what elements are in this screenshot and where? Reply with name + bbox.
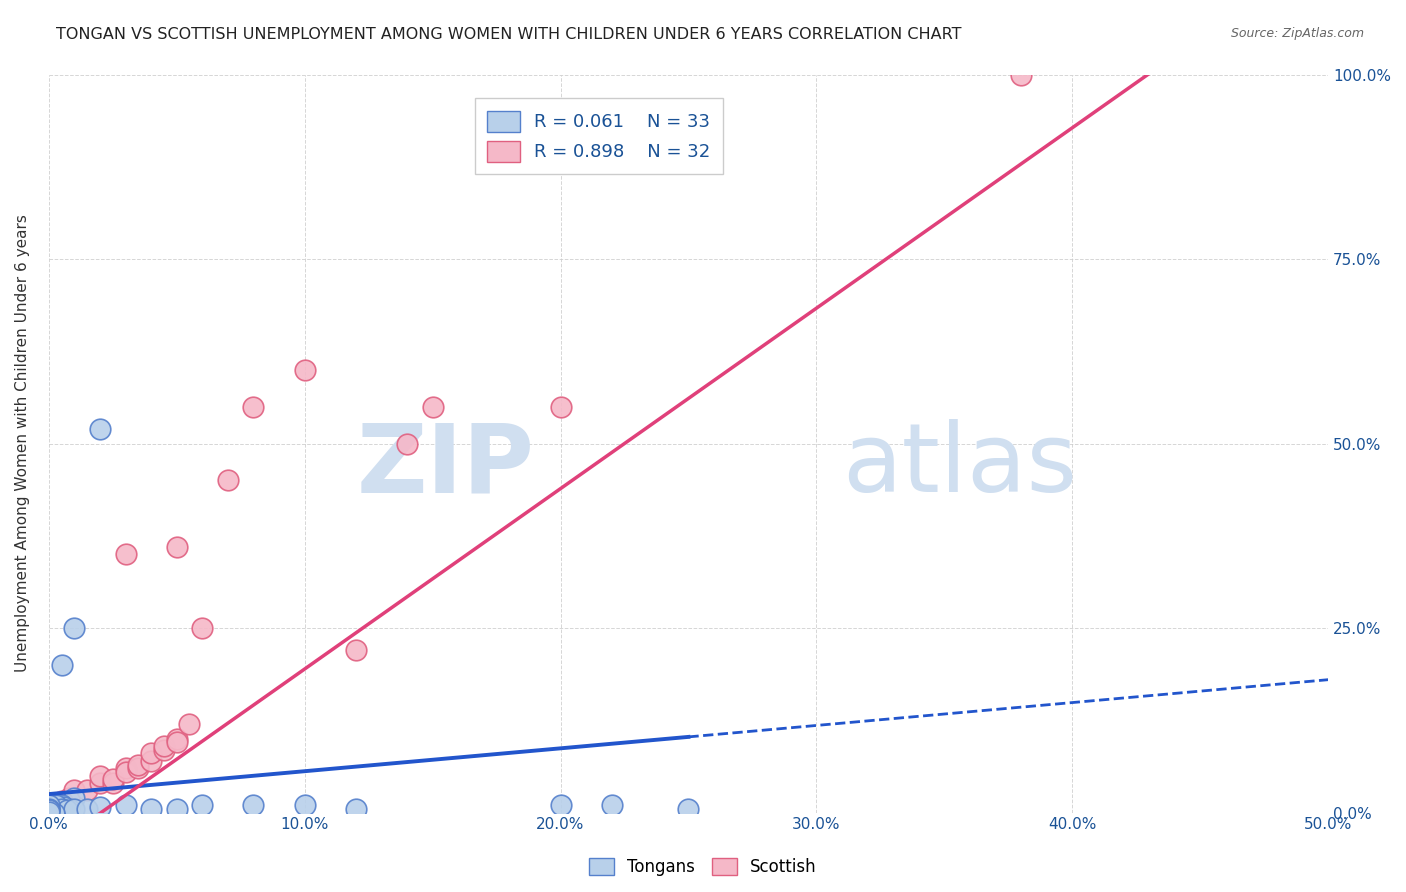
Point <box>166 735 188 749</box>
Point <box>53 799 76 814</box>
Text: TONGAN VS SCOTTISH UNEMPLOYMENT AMONG WOMEN WITH CHILDREN UNDER 6 YEARS CORRELAT: TONGAN VS SCOTTISH UNEMPLOYMENT AMONG WO… <box>56 27 962 42</box>
Point <box>101 776 124 790</box>
Point <box>58 790 80 805</box>
Point <box>38 802 60 816</box>
Point <box>38 802 60 816</box>
Point <box>114 764 136 779</box>
Text: ZIP: ZIP <box>357 419 534 512</box>
Point <box>76 783 98 797</box>
Point <box>294 362 316 376</box>
Point <box>344 643 367 657</box>
Legend: Tongans, Scottish: Tongans, Scottish <box>582 852 824 883</box>
Point <box>166 802 188 816</box>
Point <box>39 804 62 818</box>
Point <box>550 400 572 414</box>
Point <box>179 717 201 731</box>
Point <box>166 540 188 554</box>
Point <box>114 798 136 813</box>
Point <box>678 802 700 816</box>
Point <box>550 798 572 813</box>
Point <box>242 798 264 813</box>
Point <box>51 795 73 809</box>
Point <box>395 436 418 450</box>
Point <box>55 803 77 817</box>
Point <box>89 776 111 790</box>
Point <box>294 798 316 813</box>
Point <box>89 422 111 436</box>
Point <box>42 805 65 820</box>
Point <box>127 761 149 775</box>
Point <box>58 802 80 816</box>
Point <box>38 805 60 819</box>
Point <box>51 798 73 813</box>
Point <box>51 798 73 813</box>
Point <box>344 802 367 816</box>
Point <box>127 757 149 772</box>
Point <box>45 802 67 816</box>
Point <box>101 772 124 787</box>
Point <box>63 802 86 816</box>
Point <box>63 783 86 797</box>
Point <box>139 754 162 768</box>
Point <box>38 802 60 816</box>
Point <box>42 803 65 817</box>
Point <box>217 474 239 488</box>
Point <box>89 799 111 814</box>
Point <box>191 621 214 635</box>
Point <box>114 547 136 561</box>
Point <box>63 621 86 635</box>
Point <box>242 400 264 414</box>
Text: atlas: atlas <box>842 419 1077 512</box>
Point <box>422 400 444 414</box>
Point <box>51 657 73 672</box>
Point <box>38 798 60 813</box>
Point <box>63 790 86 805</box>
Point <box>48 802 70 816</box>
Point <box>139 802 162 816</box>
Point <box>153 743 176 757</box>
Point <box>153 739 176 753</box>
Point <box>38 803 60 817</box>
Point <box>1010 68 1032 82</box>
Point <box>51 802 73 816</box>
Point <box>139 747 162 761</box>
Point <box>600 798 623 813</box>
Point <box>191 798 214 813</box>
Point <box>114 761 136 775</box>
Point <box>166 731 188 746</box>
Text: Source: ZipAtlas.com: Source: ZipAtlas.com <box>1230 27 1364 40</box>
Y-axis label: Unemployment Among Women with Children Under 6 years: Unemployment Among Women with Children U… <box>15 215 30 673</box>
Point <box>89 769 111 783</box>
Point <box>45 798 67 813</box>
Legend: R = 0.061    N = 33, R = 0.898    N = 32: R = 0.061 N = 33, R = 0.898 N = 32 <box>475 98 723 174</box>
Point <box>76 802 98 816</box>
